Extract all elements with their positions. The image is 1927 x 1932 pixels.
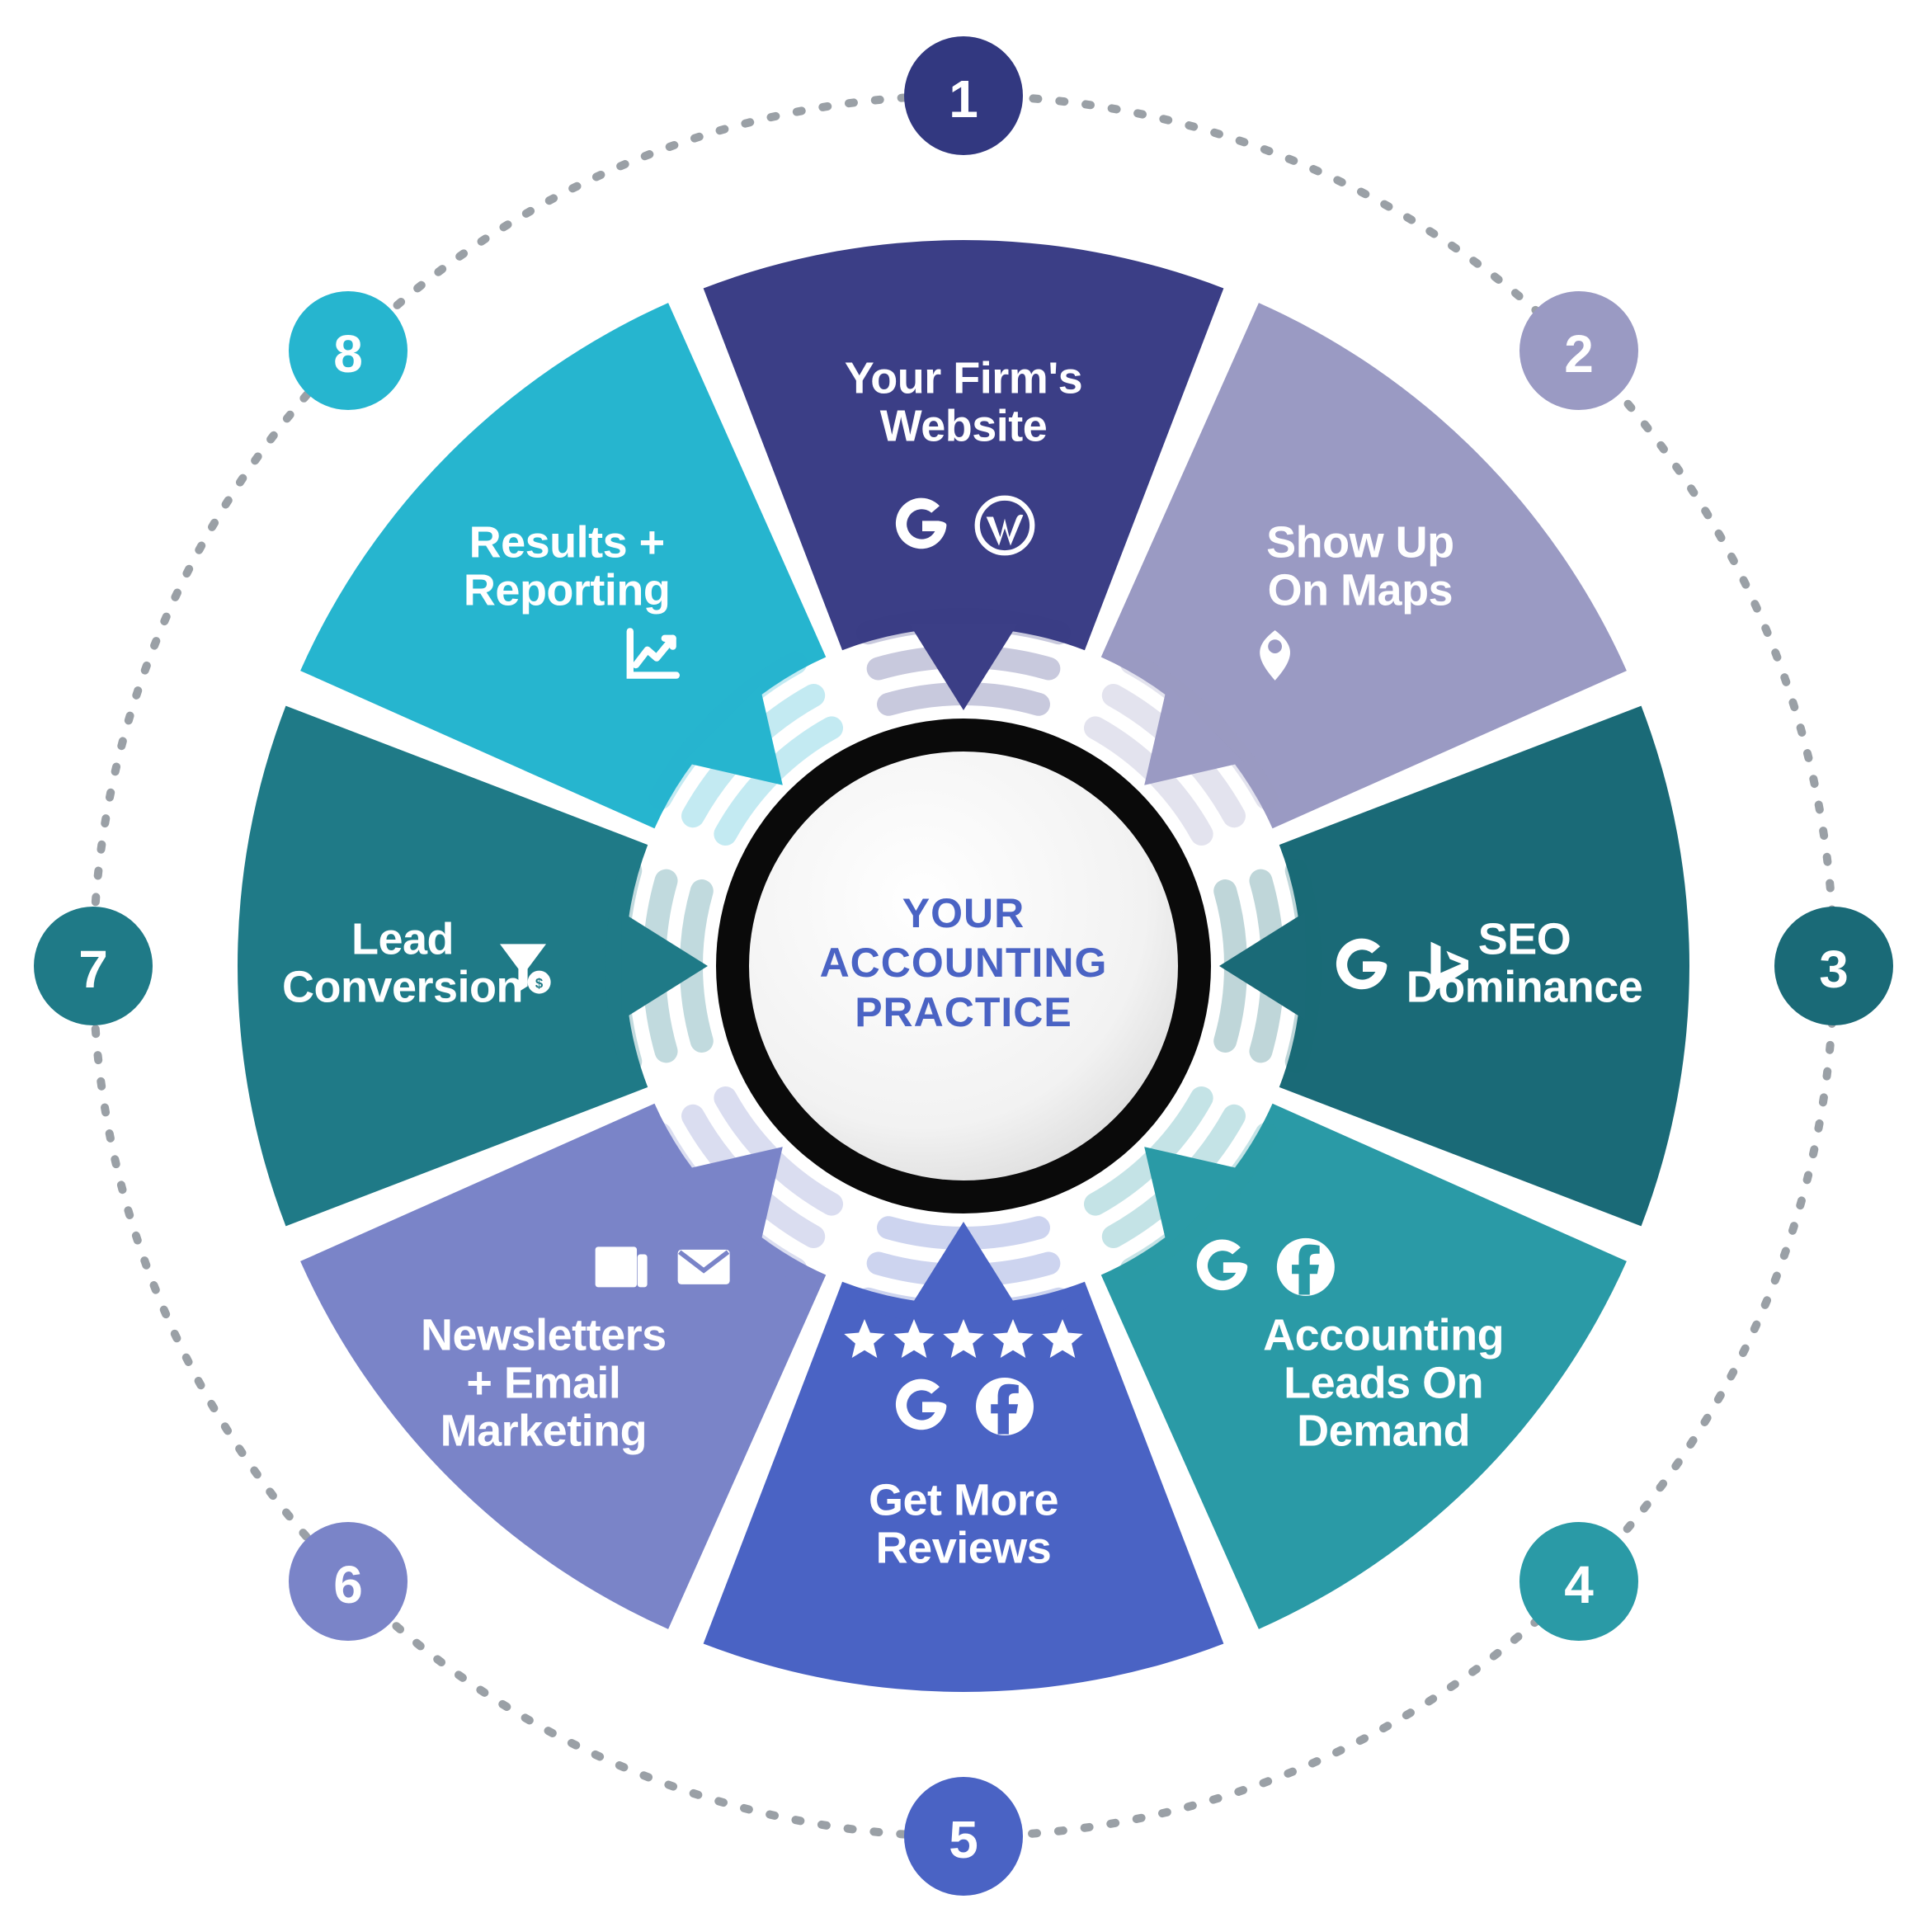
facebook-icon	[976, 1378, 1034, 1435]
badge-number: 3	[1819, 940, 1849, 999]
center-label-line: ACCOUNTING	[820, 940, 1108, 986]
badge-number: 2	[1564, 324, 1594, 384]
badge-number: 5	[949, 1810, 978, 1869]
segment-label: Get More	[869, 1475, 1058, 1524]
center-label-line: YOUR	[902, 890, 1025, 936]
badge-number: 8	[333, 324, 363, 384]
segment-label: Results +	[469, 517, 665, 567]
badge-number: 7	[78, 940, 108, 999]
segment-label: Demand	[1297, 1406, 1470, 1455]
segment-label: Website	[880, 401, 1048, 450]
segment-label: + Email	[466, 1358, 620, 1407]
segment-label: On Maps	[1268, 565, 1453, 615]
badge-number: 6	[333, 1555, 363, 1614]
segment-label: SEO	[1478, 914, 1571, 964]
segment-label: Newsletters	[421, 1310, 667, 1359]
segment-label: Your Firm's	[845, 353, 1082, 403]
segment-label: Dominance	[1406, 962, 1643, 1011]
badge-number: 1	[949, 69, 978, 129]
segment-label: Conversion	[282, 962, 523, 1011]
facebook-icon	[1277, 1238, 1335, 1296]
segment-label: Reviews	[876, 1523, 1052, 1572]
segment-label: Accounting	[1263, 1310, 1504, 1359]
segment-label: Lead	[351, 914, 454, 964]
center-label-line: PRACTICE	[855, 989, 1072, 1035]
segment-label: Marketing	[441, 1406, 648, 1455]
segment-label: Reporting	[464, 565, 670, 615]
infographic-stage: YOURACCOUNTINGPRACTICE Your Firm'sWebsite…	[0, 0, 1927, 1932]
segment-label: Show Up	[1266, 517, 1453, 567]
badge-number: 4	[1564, 1555, 1594, 1614]
segment-label: Leads On	[1284, 1358, 1483, 1407]
radial-svg: YOURACCOUNTINGPRACTICE Your Firm'sWebsite…	[0, 0, 1927, 1932]
envelope-icon	[678, 1250, 730, 1284]
svg-text:$: $	[535, 976, 544, 992]
